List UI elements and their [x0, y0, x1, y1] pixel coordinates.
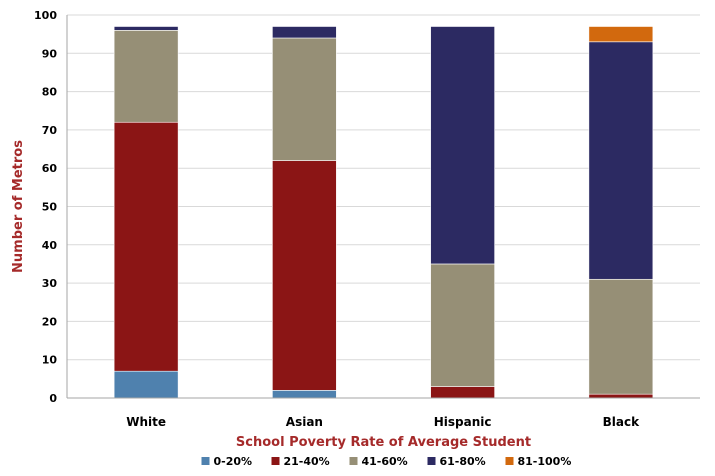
y-tick-label: 40 — [42, 239, 58, 252]
y-tick-label: 10 — [42, 354, 58, 367]
bar-segment — [113, 370, 179, 399]
y-tick-label: 70 — [42, 124, 58, 137]
y-tick-label: 90 — [42, 47, 58, 60]
bar-segment — [113, 121, 179, 372]
y-tick-label: 60 — [42, 162, 58, 175]
x-tick-label: Asian — [286, 415, 323, 429]
legend-swatch — [505, 457, 514, 465]
bar-segment — [272, 26, 337, 39]
axes — [66, 15, 700, 399]
bar-segment — [430, 26, 495, 265]
bar-segment — [272, 160, 337, 391]
bar-segment — [588, 41, 654, 280]
legend-swatch — [201, 457, 210, 465]
legend-label: 61-80% — [440, 455, 486, 468]
bar-segment — [430, 263, 495, 387]
y-tick-labels: 0 10 20 30 40 50 60 70 80 90 100 — [34, 9, 57, 405]
bar-segment — [588, 278, 654, 395]
legend-swatch — [349, 457, 358, 465]
legend-swatch — [427, 457, 436, 465]
y-axis-title: Number of Metros — [11, 140, 26, 273]
legend-label: 0-20% — [214, 455, 253, 468]
y-tick-label: 0 — [49, 392, 57, 405]
bar-segment — [272, 37, 337, 161]
x-tick-labels: White Asian Hispanic Black — [126, 415, 640, 429]
x-tick-label: Black — [603, 415, 640, 429]
legend: 0-20% 21-40% 41-60% 61-80% 81-100% — [201, 455, 572, 468]
bar-segment — [113, 30, 179, 123]
y-tick-label: 100 — [34, 9, 57, 22]
x-tick-label: White — [126, 415, 166, 429]
y-tick-label: 80 — [42, 86, 58, 99]
y-tick-label: 50 — [42, 201, 58, 214]
bar-segment — [588, 393, 654, 399]
legend-label: 81-100% — [518, 455, 572, 468]
bar-segment — [113, 26, 179, 31]
legend-label: 21-40% — [284, 455, 330, 468]
legend-swatch — [271, 457, 280, 465]
x-tick-label: Hispanic — [434, 415, 492, 429]
legend-label: 41-60% — [362, 455, 408, 468]
bar-segment — [588, 26, 654, 43]
x-axis-title: School Poverty Rate of Average Student — [236, 435, 531, 450]
y-tick-label: 30 — [42, 277, 58, 290]
bar-segment — [272, 390, 337, 399]
bars — [113, 26, 654, 399]
bar-segment — [430, 386, 495, 399]
y-tick-label: 20 — [42, 315, 58, 328]
